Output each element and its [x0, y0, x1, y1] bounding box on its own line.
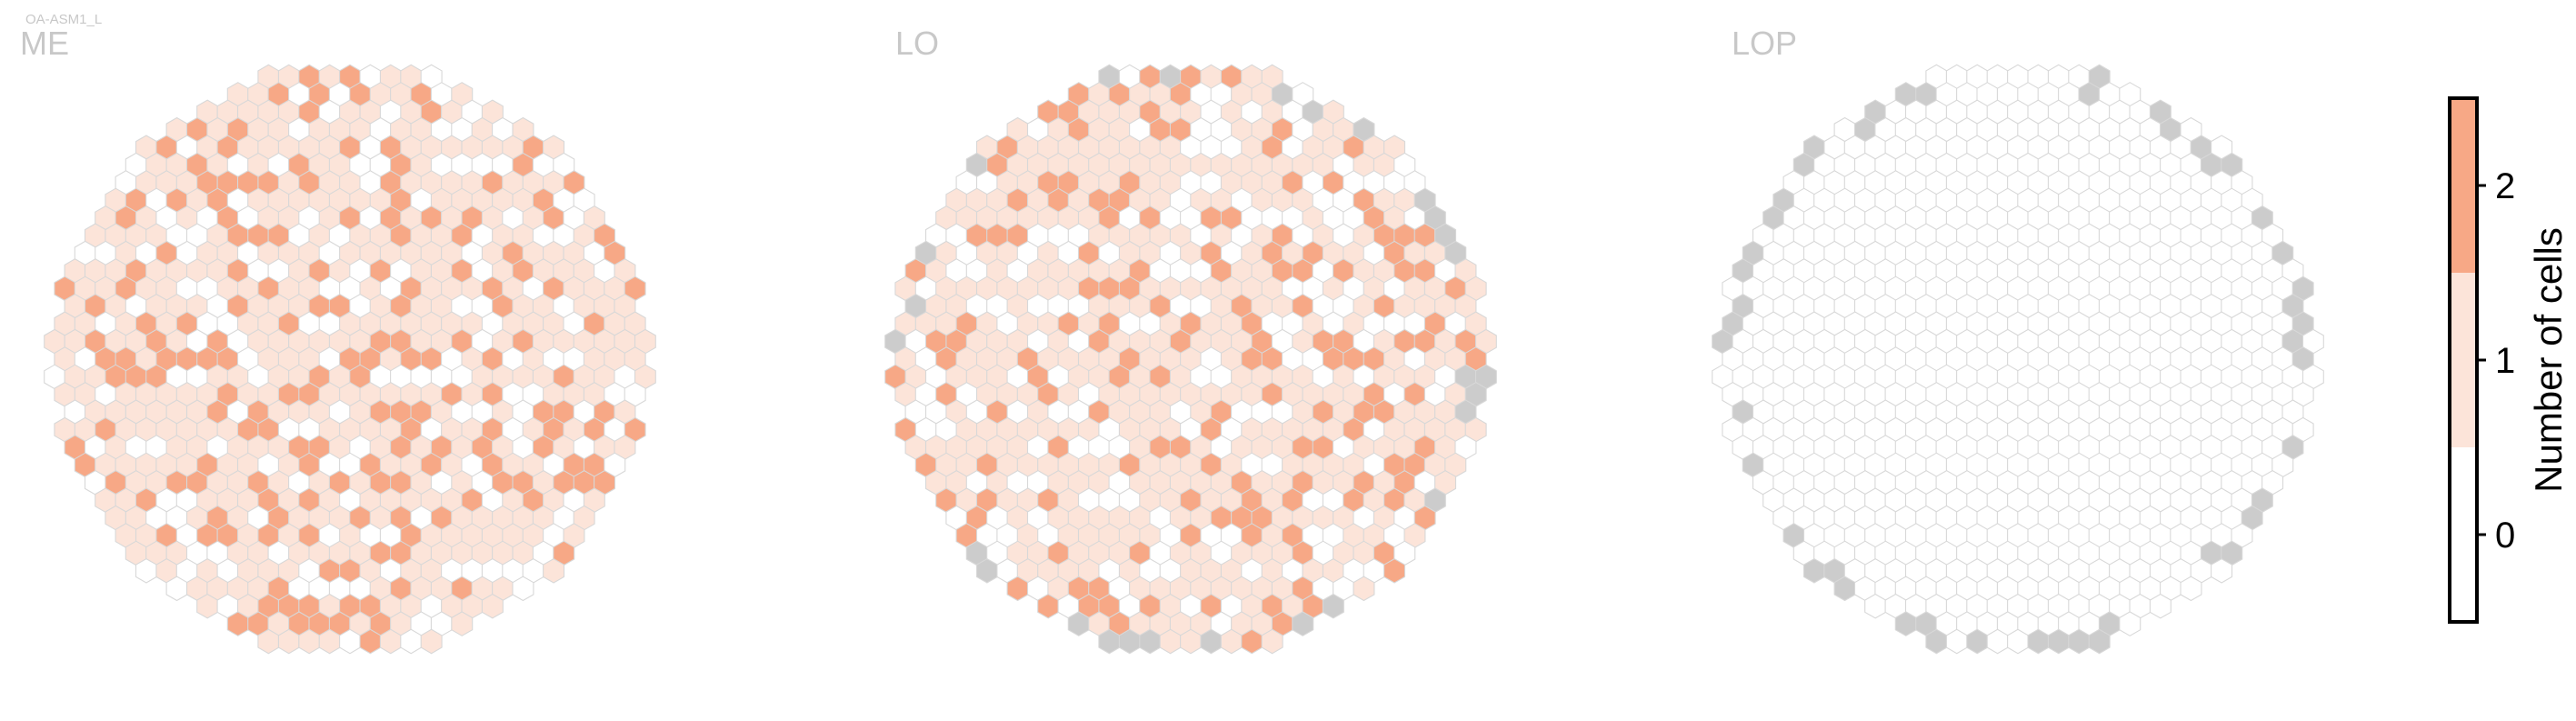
hex-cell [1292, 611, 1314, 636]
colorbar-tick-label-1: 1 [2495, 341, 2515, 381]
panel-lop: LOP [1712, 25, 2324, 655]
hex-cell [2149, 593, 2172, 619]
hex-cell [1322, 593, 1344, 619]
hex-cell [1353, 576, 1375, 602]
colorbar-tick-label-2: 2 [2495, 166, 2515, 206]
hex-cell [512, 576, 534, 602]
cell-type-label: OA-ASM1_L [25, 12, 102, 27]
hex-cell [481, 593, 504, 619]
colorbar: 2 1 0 Number of cells [2448, 96, 2570, 624]
hex-cell [451, 611, 474, 636]
hex-cell [420, 628, 443, 655]
hex-cell [2119, 611, 2142, 636]
colorbar-label: Number of cells [2527, 227, 2570, 493]
colorbar-segment-2 [2450, 98, 2477, 273]
hex-grid-me [44, 64, 656, 655]
hex-cell [2088, 628, 2111, 655]
panel-title-lo: LO [895, 25, 939, 62]
hex-cell [2211, 557, 2233, 584]
hex-grid-lo [884, 64, 1497, 655]
panel-me: ME [20, 25, 656, 655]
panel-title-me: ME [20, 25, 69, 62]
hex-cell [1261, 628, 1283, 655]
panel-title-lop: LOP [1732, 25, 1797, 62]
hex-cell [2180, 576, 2202, 602]
hex-grid-lop [1712, 64, 2324, 655]
colorbar-segment-1 [2450, 273, 2477, 447]
panel-lo: LO [884, 25, 1497, 655]
hex-cell [1383, 557, 1406, 584]
hex-cell [543, 557, 565, 584]
colorbar-segment-0 [2450, 447, 2477, 622]
colorbar-tick-label-0: 0 [2495, 516, 2515, 556]
